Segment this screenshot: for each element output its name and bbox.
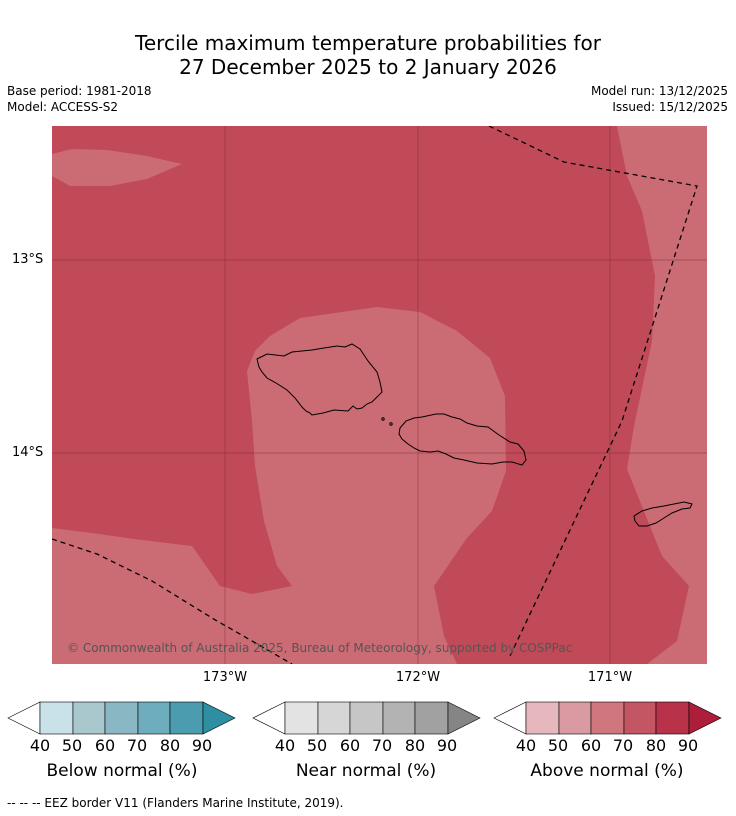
model-name: Model: ACCESS-S2 — [7, 100, 119, 114]
eez-border-south — [52, 538, 293, 664]
savaii-island — [256, 343, 383, 416]
meta-left: Base period: 1981-2018 Model: ACCESS-S2 — [7, 83, 152, 115]
cb-below-tick: 60 — [94, 736, 116, 755]
cb-above-tick: 60 — [580, 736, 602, 755]
colorbar-above-segment — [558, 701, 592, 735]
colorbar-near-segment — [382, 701, 416, 735]
chart-title: Tercile maximum temperature probabilitie… — [0, 31, 736, 79]
lat-tick-13s: 13°S — [12, 252, 44, 267]
base-period: Base period: 1981-2018 — [7, 84, 152, 98]
above-60-region-nw — [52, 149, 182, 186]
colorbar-below-segment — [202, 701, 236, 735]
colorbar-near-segment — [317, 701, 351, 735]
colorbar-near-segment — [414, 701, 449, 735]
above-60-region-east — [617, 126, 707, 664]
lon-tick-173w: 173°W — [202, 670, 248, 685]
cb-near-tick: 70 — [371, 736, 393, 755]
cb-above-tick: 40 — [515, 736, 537, 755]
lon-tick-171w: 171°W — [587, 670, 633, 685]
cb-below-tick: 40 — [29, 736, 51, 755]
colorbar-above-segment — [493, 701, 527, 735]
above-60-region-central — [52, 307, 506, 664]
colorbar-below-segment — [104, 701, 139, 735]
graticule — [52, 126, 707, 664]
upolu-island — [398, 413, 527, 466]
colorbar-near-segment — [252, 701, 286, 735]
lat-tick-14s: 14°S — [12, 445, 44, 460]
issued-date: Issued: 15/12/2025 — [612, 100, 728, 114]
cb-below-tick: 70 — [126, 736, 148, 755]
colorbar-near-segment — [349, 701, 384, 735]
colorbar-above-segment — [590, 701, 625, 735]
title-line-1: Tercile maximum temperature probabilitie… — [135, 31, 601, 55]
colorbar-above-segment — [623, 701, 657, 735]
colorbar-above-segment — [525, 701, 560, 735]
apolima-islet — [389, 422, 393, 426]
cb-near-tick: 90 — [436, 736, 458, 755]
cb-below-tick: 50 — [61, 736, 83, 755]
cb-above-tick: 90 — [677, 736, 699, 755]
meta-right: Model run: 13/12/2025 Issued: 15/12/2025 — [591, 83, 728, 115]
colorbar-below-segment — [72, 701, 106, 735]
coastlines — [256, 343, 693, 527]
colorbar-above-segment — [688, 701, 722, 735]
colorbar-near-segment — [284, 701, 319, 735]
cb-near-tick: 80 — [404, 736, 426, 755]
colorbar-below-label: Below normal (%) — [46, 761, 198, 781]
copyright-notice: © Commonwealth of Australia 2025, Bureau… — [67, 641, 573, 655]
eez-border-east — [488, 126, 698, 659]
colorbar-above-normal — [493, 701, 722, 735]
cb-above-tick: 80 — [645, 736, 667, 755]
colorbar-below-segment — [7, 701, 41, 735]
model-run: Model run: 13/12/2025 — [590, 84, 728, 98]
cb-near-tick: 50 — [306, 736, 328, 755]
colorbar-near-label: Near normal (%) — [295, 761, 437, 781]
map-panel — [52, 126, 707, 664]
map-svg — [52, 126, 707, 664]
lon-tick-172w: 172°W — [395, 670, 441, 685]
colorbar-below-segment — [137, 701, 171, 735]
manono-islet — [381, 417, 385, 421]
cb-below-tick: 90 — [191, 736, 213, 755]
colorbars-svg — [7, 701, 722, 735]
colorbar-below-segment — [39, 701, 74, 735]
cb-near-tick: 40 — [274, 736, 296, 755]
cb-below-tick: 80 — [159, 736, 181, 755]
colorbar-below-segment — [169, 701, 204, 735]
tutuila-island — [633, 501, 693, 527]
colorbar-below-normal — [7, 701, 236, 735]
eez-border — [52, 126, 698, 664]
eez-legend-note: -- -- -- EEZ border V11 (Flanders Marine… — [7, 796, 344, 810]
cb-near-tick: 60 — [339, 736, 361, 755]
colorbar-near-normal — [252, 701, 481, 735]
colorbar-near-segment — [447, 701, 481, 735]
colorbar-above-segment — [655, 701, 690, 735]
cb-above-tick: 70 — [612, 736, 634, 755]
cb-above-tick: 50 — [547, 736, 569, 755]
title-line-2: 27 December 2025 to 2 January 2026 — [179, 55, 557, 79]
colorbar-above-label: Above normal (%) — [530, 761, 684, 781]
